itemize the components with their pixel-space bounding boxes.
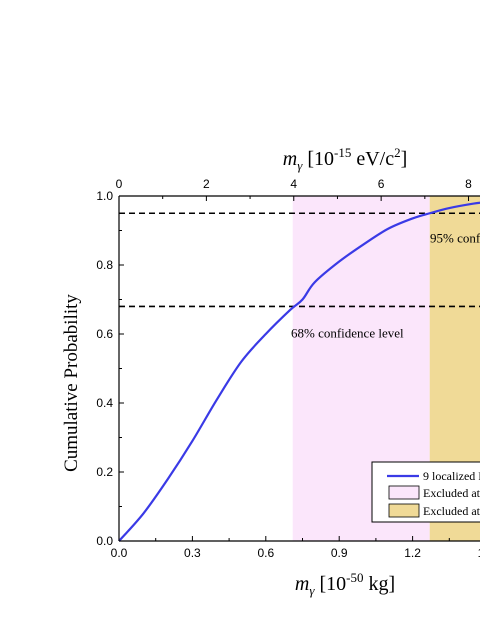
y-tick-label: 1.0 xyxy=(96,189,113,203)
x-tick-label: 1.2 xyxy=(404,546,421,560)
top-label-unit-prefix: [10 xyxy=(302,148,334,170)
top-tick-label: 6 xyxy=(378,177,385,191)
y-tick-label: 0.4 xyxy=(96,396,113,410)
legend-label-1: 9 localized FRBs xyxy=(423,469,480,483)
legend: 9 localized FRBs Excluded at 68% C.L. Excl… xyxy=(371,461,480,523)
top-label-unit-middle: eV/c xyxy=(351,148,394,170)
x-tick-label: 1.5 xyxy=(478,546,480,560)
series-line-1 xyxy=(118,201,480,542)
series-layer xyxy=(118,201,480,542)
legend-swatch-95 xyxy=(388,503,420,518)
y-tick-label: 0.6 xyxy=(96,327,113,341)
annotation-68: 68% confidence level xyxy=(291,325,404,340)
legend-swatch-68 xyxy=(388,485,420,500)
x-axis-title-bottom: mγ [10-50 kg] xyxy=(295,570,395,598)
top-tick-label: 0 xyxy=(116,177,123,191)
x-tick-label: 0.0 xyxy=(111,546,128,560)
x-label-symbol: m xyxy=(295,573,309,595)
x-tick-label: 0.6 xyxy=(257,546,274,560)
legend-label-2: Excluded at 68% C.L. xyxy=(423,486,480,500)
y-axis-title: Cumulative Probability xyxy=(61,294,82,472)
y-tick-label: 0.2 xyxy=(96,465,113,479)
x-label-subscript: γ xyxy=(309,583,315,598)
x-tick-label: 0.3 xyxy=(184,546,201,560)
axis-ticks: 0.0 0.2 0.4 0.6 0.8 1.0 0.0 0.3 0.6 0.9 1.2 1.5 0 2 4 6… xyxy=(96,177,480,560)
x-label-unit-suffix: kg] xyxy=(363,573,395,595)
top-label-unit-suffix: ] xyxy=(401,148,408,170)
x-label-unit-prefix: [10 xyxy=(314,573,346,595)
x-tick-label: 0.9 xyxy=(331,546,348,560)
top-label-unit-exp2: 2 xyxy=(394,145,401,160)
x-axis-title-top: mγ [10-15 eV/c2] xyxy=(283,145,408,173)
y-tick-label: 0.0 xyxy=(96,534,113,548)
legend-label-3: Excluded at 95% C.L. xyxy=(423,504,480,518)
top-tick-label: 4 xyxy=(290,177,297,191)
y-tick-label: 0.8 xyxy=(96,258,113,272)
annotations: 95% confidence level 68% confidence level xyxy=(291,230,480,340)
reference-lines xyxy=(119,212,480,308)
top-label-exponent: -15 xyxy=(334,145,351,160)
top-tick-label: 8 xyxy=(465,177,472,191)
top-label-symbol: m xyxy=(283,148,297,170)
top-label-subscript: γ xyxy=(297,158,303,173)
top-tick-label: 2 xyxy=(203,177,210,191)
annotation-95: 95% confidence level xyxy=(430,230,480,245)
x-label-exponent: -50 xyxy=(346,570,363,585)
shaded-regions xyxy=(292,196,480,541)
